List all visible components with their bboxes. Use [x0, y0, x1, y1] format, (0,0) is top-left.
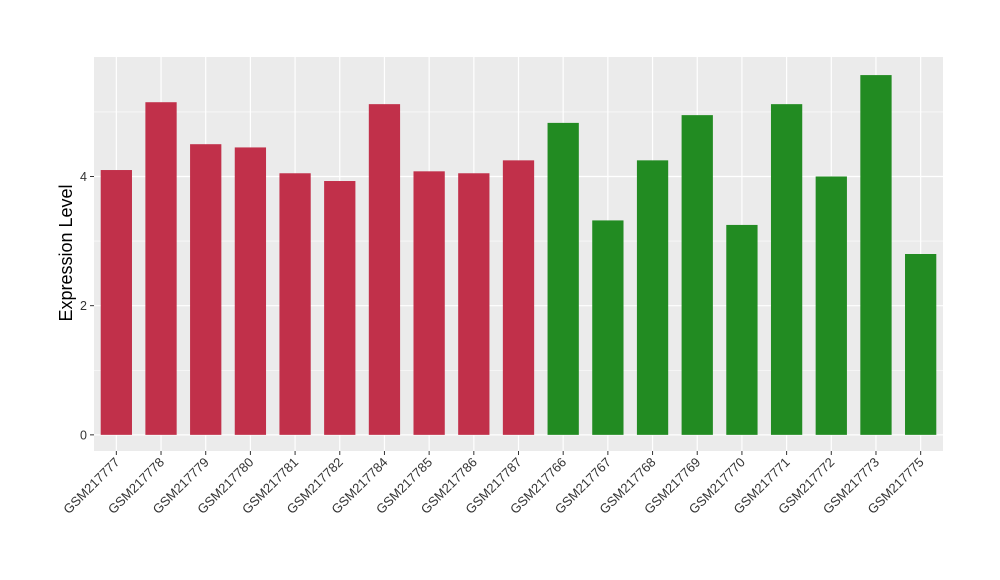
bar-GSM217784 [368, 104, 401, 435]
bar-GSM217771 [770, 104, 803, 435]
y-tick-label: 2 [80, 299, 87, 313]
bar-GSM217778 [145, 102, 177, 435]
bar-GSM217779 [190, 144, 222, 435]
bar-GSM217772 [815, 176, 847, 435]
bar-GSM217768 [636, 160, 669, 435]
bars [100, 75, 937, 435]
bar-GSM217781 [279, 173, 311, 435]
bar-GSM217787 [502, 160, 535, 435]
bar-GSM217786 [458, 173, 490, 435]
bar-GSM217773 [860, 75, 892, 435]
bar-GSM217780 [234, 147, 267, 435]
bar-GSM217785 [413, 171, 445, 435]
bar-GSM217777 [100, 170, 132, 435]
bar-GSM217767 [592, 220, 624, 435]
bar-GSM217782 [324, 181, 356, 435]
y-tick-label: 0 [80, 428, 87, 442]
bar-GSM217769 [681, 115, 713, 435]
y-axis: 0 2 4 [80, 170, 94, 442]
bar-GSM217766 [547, 122, 579, 435]
y-tick-label: 4 [80, 170, 87, 184]
bar-GSM217775 [905, 254, 937, 435]
bar-GSM217770 [726, 224, 758, 435]
y-axis-title: Expression Level [56, 184, 76, 321]
x-axis: GSM217777GSM217778GSM217779GSM217780GSM2… [60, 451, 927, 517]
